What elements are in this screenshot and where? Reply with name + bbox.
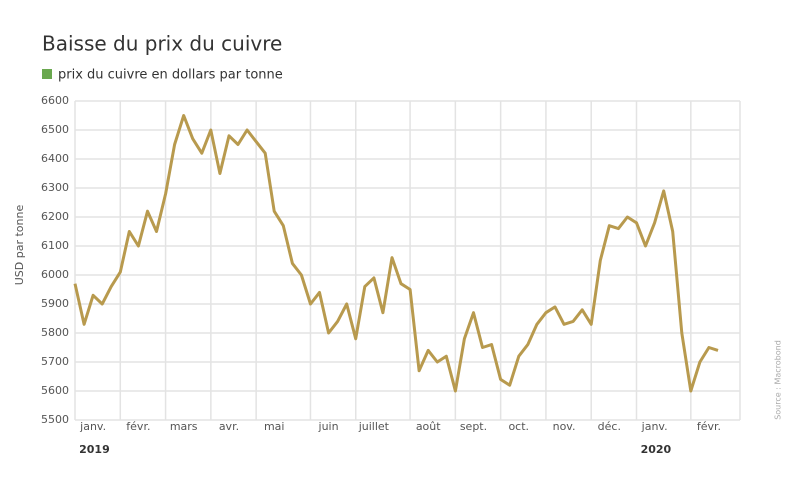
chart-title: Baisse du prix du cuivre bbox=[42, 32, 282, 56]
y-tick-label: 6400 bbox=[41, 152, 69, 165]
x-tick-label: avr. bbox=[219, 420, 239, 433]
x-tick-label: juillet bbox=[358, 420, 390, 433]
legend-label: prix du cuivre en dollars par tonne bbox=[58, 68, 283, 83]
y-tick-label: 5700 bbox=[41, 355, 69, 368]
y-tick-label: 5600 bbox=[41, 384, 69, 397]
x-tick-label: juin bbox=[318, 420, 339, 433]
y-tick-label: 6600 bbox=[41, 94, 69, 107]
y-tick-label: 6000 bbox=[41, 268, 69, 281]
x-tick-label: sept. bbox=[460, 420, 487, 433]
x-tick-label: août bbox=[416, 420, 441, 433]
x-tick-label: janv. bbox=[641, 420, 668, 433]
y-tick-label: 6500 bbox=[41, 123, 69, 136]
y-tick-label: 5800 bbox=[41, 326, 69, 339]
x-tick-label: mai bbox=[264, 420, 285, 433]
y-axis-label: USD par tonne bbox=[13, 205, 26, 286]
y-tick-label: 6200 bbox=[41, 210, 69, 223]
x-tick-label: févr. bbox=[697, 420, 721, 433]
y-tick-label: 6300 bbox=[41, 181, 69, 194]
x-tick-label: mars bbox=[170, 420, 198, 433]
x-tick-label: oct. bbox=[508, 420, 529, 433]
x-tick-label: déc. bbox=[598, 420, 621, 433]
x-tick-label: nov. bbox=[553, 420, 576, 433]
legend-swatch bbox=[42, 69, 52, 79]
x-tick-label: févr. bbox=[126, 420, 150, 433]
year-label: 2019 bbox=[79, 443, 110, 456]
y-tick-label: 6100 bbox=[41, 239, 69, 252]
y-tick-label: 5900 bbox=[41, 297, 69, 310]
year-label: 2020 bbox=[641, 443, 672, 456]
price-line bbox=[73, 114, 719, 393]
x-tick-label: janv. bbox=[79, 420, 106, 433]
y-tick-label: 5500 bbox=[41, 413, 69, 426]
source: Source : Macrobond bbox=[774, 340, 783, 420]
